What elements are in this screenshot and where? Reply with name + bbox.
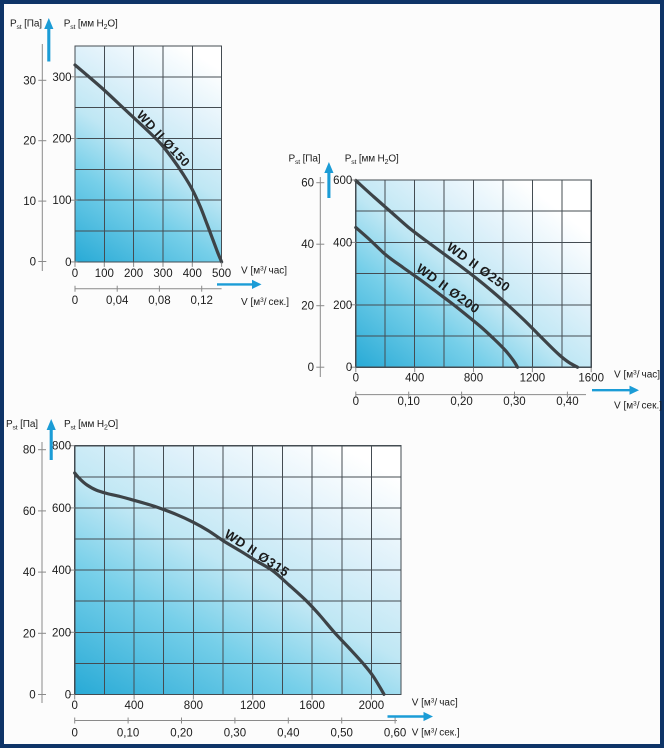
svg-text:V [м3/ час]: V [м3/ час] (412, 698, 458, 709)
svg-text:0: 0 (308, 362, 314, 374)
svg-text:0,60: 0,60 (384, 728, 406, 740)
svg-text:300: 300 (153, 268, 172, 280)
svg-text:400: 400 (125, 700, 144, 712)
svg-text:0: 0 (30, 257, 36, 269)
svg-text:400: 400 (405, 373, 424, 385)
svg-text:800: 800 (464, 373, 483, 385)
svg-text:100: 100 (95, 268, 114, 280)
svg-text:40: 40 (23, 567, 36, 579)
svg-text:400: 400 (333, 237, 352, 249)
svg-text:600: 600 (333, 175, 352, 187)
svg-text:0: 0 (72, 268, 78, 280)
svg-text:500: 500 (212, 268, 231, 280)
svg-text:800: 800 (184, 700, 203, 712)
svg-text:0: 0 (65, 690, 71, 702)
svg-text:60: 60 (301, 178, 314, 190)
svg-text:20: 20 (23, 136, 36, 148)
svg-text:0,20: 0,20 (450, 396, 472, 408)
svg-text:60: 60 (23, 506, 36, 518)
svg-text:V [м3/ сек.]: V [м3/ сек.] (241, 297, 289, 308)
svg-text:200: 200 (333, 300, 352, 312)
svg-text:V [м3/ час]: V [м3/ час] (241, 266, 287, 277)
svg-text:20: 20 (23, 628, 36, 640)
svg-text:V [м3/ час]: V [м3/ час] (614, 370, 660, 381)
svg-text:0: 0 (72, 295, 78, 307)
svg-text:0: 0 (346, 362, 352, 374)
svg-text:0,08: 0,08 (148, 295, 170, 307)
svg-text:20: 20 (301, 301, 314, 313)
svg-text:400: 400 (52, 565, 71, 577)
svg-text:0: 0 (29, 690, 35, 702)
svg-text:1200: 1200 (240, 700, 266, 712)
svg-text:200: 200 (52, 134, 71, 146)
svg-text:600: 600 (52, 503, 71, 515)
svg-text:200: 200 (124, 268, 143, 280)
svg-text:800: 800 (52, 441, 71, 453)
svg-text:0,40: 0,40 (556, 396, 578, 408)
svg-text:0: 0 (353, 396, 359, 408)
svg-text:40: 40 (301, 239, 314, 251)
svg-text:0,20: 0,20 (170, 728, 192, 740)
svg-text:0: 0 (71, 728, 77, 740)
svg-text:10: 10 (23, 196, 36, 208)
svg-text:V [м3/ сек.]: V [м3/ сек.] (614, 401, 662, 412)
svg-text:0: 0 (353, 373, 359, 385)
svg-text:1600: 1600 (578, 373, 604, 385)
svg-text:1200: 1200 (520, 373, 546, 385)
svg-text:0: 0 (65, 257, 71, 269)
svg-text:0,30: 0,30 (503, 396, 525, 408)
svg-text:0,50: 0,50 (331, 728, 353, 740)
svg-text:0,12: 0,12 (191, 295, 213, 307)
svg-text:400: 400 (183, 268, 202, 280)
svg-text:30: 30 (23, 75, 36, 87)
svg-text:80: 80 (23, 445, 36, 457)
svg-text:1600: 1600 (299, 700, 325, 712)
svg-text:0: 0 (71, 700, 77, 712)
svg-text:0,04: 0,04 (106, 295, 129, 307)
svg-text:V [м3/ сек.]: V [м3/ сек.] (412, 728, 460, 739)
svg-text:Pst [мм H2O]: Pst [мм H2O] (64, 19, 118, 32)
svg-text:Pst [Па]: Pst [Па] (10, 19, 42, 32)
svg-text:100: 100 (52, 195, 71, 207)
svg-text:2000: 2000 (359, 700, 385, 712)
svg-text:Pst [Па]: Pst [Па] (6, 419, 38, 432)
svg-text:0,30: 0,30 (224, 728, 246, 740)
svg-text:0,40: 0,40 (277, 728, 299, 740)
svg-text:0,10: 0,10 (398, 396, 420, 408)
svg-text:0,10: 0,10 (117, 728, 139, 740)
svg-text:Pst [Па]: Pst [Па] (289, 154, 321, 167)
svg-text:200: 200 (52, 627, 71, 639)
svg-text:300: 300 (52, 72, 71, 84)
